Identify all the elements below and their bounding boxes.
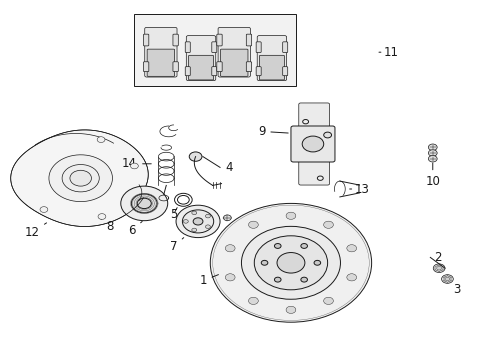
FancyBboxPatch shape bbox=[282, 67, 287, 76]
FancyBboxPatch shape bbox=[147, 49, 174, 76]
Text: 6: 6 bbox=[128, 221, 142, 237]
Circle shape bbox=[223, 215, 231, 221]
FancyBboxPatch shape bbox=[186, 36, 215, 81]
Circle shape bbox=[176, 205, 220, 238]
FancyBboxPatch shape bbox=[246, 62, 251, 72]
Circle shape bbox=[436, 266, 441, 270]
FancyBboxPatch shape bbox=[173, 34, 178, 46]
Circle shape bbox=[302, 120, 308, 124]
FancyBboxPatch shape bbox=[218, 27, 250, 77]
Circle shape bbox=[98, 213, 105, 219]
Circle shape bbox=[346, 274, 356, 281]
FancyBboxPatch shape bbox=[211, 42, 216, 53]
Circle shape bbox=[427, 150, 436, 156]
Circle shape bbox=[205, 214, 210, 218]
Text: 12: 12 bbox=[24, 223, 46, 239]
Circle shape bbox=[274, 277, 281, 282]
Circle shape bbox=[323, 132, 331, 138]
Circle shape bbox=[317, 176, 323, 180]
Circle shape bbox=[193, 218, 203, 225]
Circle shape bbox=[285, 212, 295, 219]
Circle shape bbox=[130, 163, 138, 169]
Circle shape bbox=[191, 211, 196, 215]
FancyBboxPatch shape bbox=[185, 42, 190, 53]
Circle shape bbox=[248, 297, 258, 305]
Circle shape bbox=[276, 253, 305, 273]
Circle shape bbox=[269, 45, 273, 48]
Circle shape bbox=[441, 275, 452, 283]
Circle shape bbox=[137, 198, 151, 208]
FancyBboxPatch shape bbox=[259, 55, 284, 80]
Circle shape bbox=[323, 221, 333, 228]
Text: 14: 14 bbox=[122, 157, 151, 170]
Circle shape bbox=[300, 277, 307, 282]
FancyBboxPatch shape bbox=[188, 55, 213, 80]
FancyBboxPatch shape bbox=[173, 62, 178, 72]
Circle shape bbox=[182, 210, 213, 233]
Circle shape bbox=[183, 220, 188, 223]
FancyBboxPatch shape bbox=[143, 62, 148, 72]
Circle shape bbox=[210, 203, 371, 322]
FancyBboxPatch shape bbox=[246, 34, 251, 46]
Text: 13: 13 bbox=[349, 183, 368, 195]
Circle shape bbox=[427, 144, 436, 150]
Circle shape bbox=[285, 306, 295, 314]
Text: 11: 11 bbox=[378, 46, 398, 59]
FancyBboxPatch shape bbox=[257, 36, 286, 81]
Circle shape bbox=[225, 245, 235, 252]
FancyBboxPatch shape bbox=[134, 14, 295, 86]
Circle shape bbox=[70, 170, 91, 186]
Text: 4: 4 bbox=[224, 161, 232, 174]
Circle shape bbox=[346, 245, 356, 252]
FancyBboxPatch shape bbox=[256, 67, 261, 76]
Text: 9: 9 bbox=[257, 125, 287, 138]
Text: 8: 8 bbox=[100, 218, 114, 233]
Circle shape bbox=[300, 243, 307, 248]
Circle shape bbox=[205, 225, 210, 229]
Circle shape bbox=[313, 260, 320, 265]
Polygon shape bbox=[11, 130, 148, 226]
FancyBboxPatch shape bbox=[220, 49, 247, 76]
Circle shape bbox=[62, 165, 99, 192]
FancyBboxPatch shape bbox=[298, 103, 329, 129]
Circle shape bbox=[97, 137, 105, 143]
Text: 2: 2 bbox=[433, 251, 441, 264]
Circle shape bbox=[199, 45, 203, 48]
Circle shape bbox=[159, 38, 163, 41]
Text: 1: 1 bbox=[199, 274, 218, 287]
Text: 10: 10 bbox=[425, 163, 439, 188]
Text: 5: 5 bbox=[169, 208, 177, 221]
Circle shape bbox=[40, 207, 48, 212]
Circle shape bbox=[189, 152, 202, 161]
FancyBboxPatch shape bbox=[144, 27, 177, 77]
Circle shape bbox=[427, 156, 436, 162]
FancyBboxPatch shape bbox=[290, 126, 334, 162]
Circle shape bbox=[274, 243, 281, 248]
Circle shape bbox=[432, 264, 444, 273]
FancyBboxPatch shape bbox=[256, 42, 261, 53]
FancyBboxPatch shape bbox=[185, 67, 190, 76]
Circle shape bbox=[302, 136, 323, 152]
Circle shape bbox=[444, 277, 449, 281]
FancyBboxPatch shape bbox=[143, 34, 148, 46]
Circle shape bbox=[241, 226, 340, 299]
FancyBboxPatch shape bbox=[211, 67, 216, 76]
Circle shape bbox=[191, 228, 196, 232]
FancyBboxPatch shape bbox=[216, 34, 222, 46]
Circle shape bbox=[261, 260, 267, 265]
Circle shape bbox=[121, 186, 167, 221]
Text: 7: 7 bbox=[169, 238, 183, 253]
Circle shape bbox=[232, 38, 236, 41]
Circle shape bbox=[248, 221, 258, 228]
Text: 3: 3 bbox=[452, 283, 460, 296]
FancyBboxPatch shape bbox=[216, 62, 222, 72]
Circle shape bbox=[323, 297, 333, 305]
Circle shape bbox=[254, 236, 327, 290]
FancyBboxPatch shape bbox=[298, 159, 329, 185]
Circle shape bbox=[131, 194, 157, 213]
Polygon shape bbox=[49, 155, 112, 202]
Circle shape bbox=[225, 274, 235, 281]
FancyBboxPatch shape bbox=[282, 42, 287, 53]
